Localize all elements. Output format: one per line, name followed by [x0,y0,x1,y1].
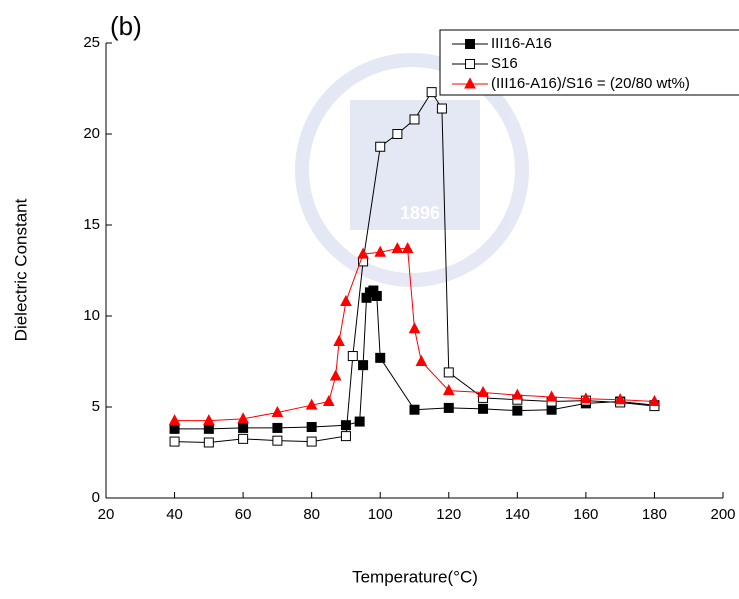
marker [545,390,558,402]
marker [371,290,382,301]
marker [358,360,369,371]
x-tick-label: 80 [303,506,320,523]
marker [546,404,557,415]
marker [340,431,351,442]
legend-box [439,29,739,96]
marker [329,369,342,381]
marker [333,334,345,346]
marker [203,414,215,426]
marker [409,404,420,415]
marker [443,402,454,413]
series-line [174,91,655,443]
marker [357,247,369,259]
marker [511,388,524,400]
x-tick-label: 180 [642,506,667,523]
marker [203,423,214,434]
marker [238,433,249,444]
y-tick-label: 15 [83,216,100,233]
marker [237,412,249,424]
y-tick-label: 20 [83,125,100,142]
legend-label: S16 [491,55,518,72]
y-tick-label: 25 [83,34,100,51]
marker [391,242,404,254]
marker [408,322,421,334]
x-tick-label: 140 [505,506,530,523]
marker [354,416,365,427]
y-tick-label: 0 [92,489,100,506]
marker [409,114,420,125]
y-tick-label: 10 [83,307,100,324]
marker [477,385,489,397]
marker [375,352,386,363]
x-tick-label: 200 [710,506,735,523]
x-tick-label: 100 [368,506,393,523]
marker [272,422,283,433]
legend-label: III16-A16 [491,35,552,52]
marker [443,367,454,378]
marker [415,354,428,366]
marker [169,423,180,434]
marker [436,103,447,114]
marker [478,403,489,414]
watermark-text: 1896 [400,203,440,223]
marker [580,392,592,404]
marker [374,245,387,257]
legend-label: (III16-A16)/S16 = (20/80 wt%) [491,75,690,92]
marker [305,398,318,410]
marker [347,351,358,362]
marker [340,294,352,306]
series-line [174,248,655,422]
x-tick-label: 40 [166,506,183,523]
x-tick-label: 20 [98,506,115,523]
legend-marker [464,77,476,89]
marker [442,384,455,396]
marker [306,422,317,433]
marker [392,129,403,139]
marker [375,141,386,152]
marker [238,422,249,433]
marker [271,405,284,417]
marker [340,420,351,431]
marker [306,436,317,447]
marker [168,414,181,426]
marker [426,87,437,98]
marker [272,435,283,446]
panel-label: (b) [110,11,142,41]
marker [322,394,335,407]
x-tick-label: 60 [235,506,252,523]
x-axis-label: Temperature(°C) [352,567,478,586]
marker [203,437,214,448]
x-tick-label: 120 [436,506,461,523]
marker [648,394,661,407]
y-tick-label: 5 [92,398,100,415]
marker [614,393,626,405]
marker [512,405,523,416]
y-axis-label: Dielectric Constant [11,198,30,341]
legend-marker [465,39,475,49]
marker [401,242,414,254]
x-tick-label: 160 [573,506,598,523]
marker [169,436,180,447]
legend-marker [465,59,475,69]
